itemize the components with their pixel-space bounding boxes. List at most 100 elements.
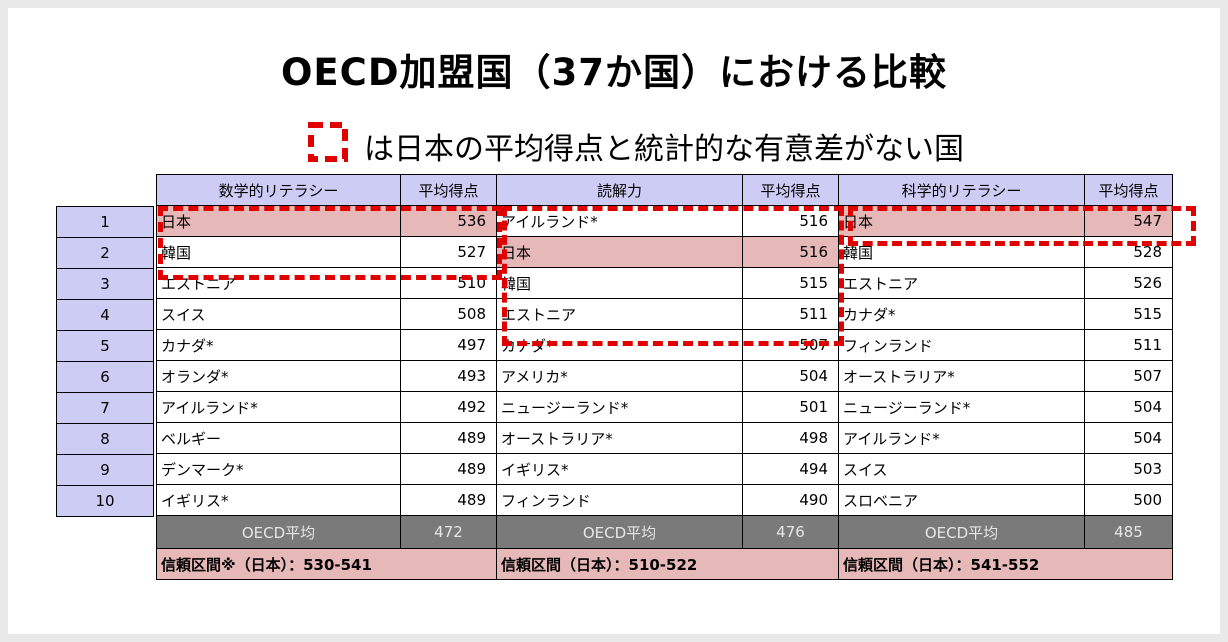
score-cell: 511 [742,298,839,330]
rank-cell: 6 [56,361,154,393]
math-confidence-interval: 信頼区間※（日本）：530-541 [156,548,497,580]
score-cell: 493 [400,360,497,392]
country-cell: フィンランド [838,329,1085,361]
rank-cell: 9 [56,454,154,486]
country-cell: カナダ* [156,329,401,361]
score-cell: 504 [1084,391,1173,423]
country-cell: カナダ* [838,298,1085,330]
country-cell: ニュージーランド* [838,391,1085,423]
country-cell: 韓国 [496,267,743,299]
country-cell: アイルランド* [838,422,1085,454]
country-cell: デンマーク* [156,453,401,485]
table-row: エストニア 510 韓国 515 エストニア 526 [156,267,1173,299]
oecd-average-label: OECD平均 [156,515,401,549]
score-cell: 515 [1084,298,1173,330]
country-cell: 韓国 [838,236,1085,268]
score-cell: 507 [1084,360,1173,392]
country-cell: 韓国 [156,236,401,268]
score-cell: 510 [400,267,497,299]
country-cell: カナダ* [496,329,743,361]
country-cell: アイルランド* [156,391,401,423]
country-cell: フィンランド [496,484,743,516]
oecd-average-score: 476 [742,515,839,549]
score-cell: 503 [1084,453,1173,485]
country-cell: スロベニア [838,484,1085,516]
score-cell: 489 [400,453,497,485]
header-row: 数学的リテラシー 平均得点 読解力 平均得点 科学的リテラシー 平均得点 [156,174,1173,206]
rank-table: 1 2 3 4 5 6 7 8 9 10 [56,206,154,517]
math-score-header: 平均得点 [400,174,497,206]
table-row: 日本 536 アイルランド* 516 日本 547 [156,205,1173,237]
rank-cell: 2 [56,237,154,269]
ranking-table: 数学的リテラシー 平均得点 読解力 平均得点 科学的リテラシー 平均得点 日本 … [156,174,1173,580]
table-row: ベルギー 489 オーストラリア* 498 アイルランド* 504 [156,422,1173,454]
score-cell: 516 [742,205,839,237]
country-cell: 日本 [838,205,1085,237]
score-cell: 547 [1084,205,1173,237]
country-cell: エストニア [838,267,1085,299]
oecd-average-score: 472 [400,515,497,549]
score-cell: 504 [742,360,839,392]
oecd-average-label: OECD平均 [838,515,1085,549]
country-cell: 日本 [156,205,401,237]
science-header: 科学的リテラシー [838,174,1085,206]
score-cell: 516 [742,236,839,268]
rank-cell: 8 [56,423,154,455]
table-row: スイス 508 エストニア 511 カナダ* 515 [156,298,1173,330]
score-cell: 508 [400,298,497,330]
country-cell: オーストラリア* [496,422,743,454]
score-cell: 511 [1084,329,1173,361]
rank-cell: 1 [56,206,154,238]
table-row: デンマーク* 489 イギリス* 494 スイス 503 [156,453,1173,485]
country-cell: 日本 [496,236,743,268]
oecd-average-row: OECD平均 472 OECD平均 476 OECD平均 485 [156,515,1173,549]
country-cell: エストニア [156,267,401,299]
country-cell: アメリカ* [496,360,743,392]
score-cell: 501 [742,391,839,423]
rank-cell: 7 [56,392,154,424]
score-cell: 500 [1084,484,1173,516]
table-row: 韓国 527 日本 516 韓国 528 [156,236,1173,268]
score-cell: 490 [742,484,839,516]
country-cell: アイルランド* [496,205,743,237]
rank-cell: 3 [56,268,154,300]
score-cell: 515 [742,267,839,299]
legend-text: は日本の平均得点と統計的な有意差がない国 [364,132,964,167]
country-cell: ニュージーランド* [496,391,743,423]
reading-confidence-interval: 信頼区間（日本）：510-522 [496,548,839,580]
table-row: オランダ* 493 アメリカ* 504 オーストラリア* 507 [156,360,1173,392]
score-cell: 536 [400,205,497,237]
score-cell: 527 [400,236,497,268]
score-cell: 489 [400,422,497,454]
reading-header: 読解力 [496,174,743,206]
score-cell: 528 [1084,236,1173,268]
science-confidence-interval: 信頼区間（日本）：541-552 [838,548,1173,580]
country-cell: イギリス* [496,453,743,485]
score-cell: 498 [742,422,839,454]
country-cell: オランダ* [156,360,401,392]
page-title: OECD加盟国（37か国）における比較 [280,51,948,94]
table-row: イギリス* 489 フィンランド 490 スロベニア 500 [156,484,1173,516]
math-header: 数学的リテラシー [156,174,401,206]
score-cell: 507 [742,329,839,361]
country-cell: オーストラリア* [838,360,1085,392]
rank-cell: 10 [56,485,154,517]
country-cell: エストニア [496,298,743,330]
reading-score-header: 平均得点 [742,174,839,206]
score-cell: 526 [1084,267,1173,299]
country-cell: スイス [838,453,1085,485]
country-cell: スイス [156,298,401,330]
country-cell: ベルギー [156,422,401,454]
rank-cell: 4 [56,299,154,331]
table-row: アイルランド* 492 ニュージーランド* 501 ニュージーランド* 504 [156,391,1173,423]
confidence-interval-row: 信頼区間※（日本）：530-541 信頼区間（日本）：510-522 信頼区間（… [156,548,1173,580]
oecd-average-score: 485 [1084,515,1173,549]
score-cell: 492 [400,391,497,423]
oecd-average-label: OECD平均 [496,515,743,549]
table-row: カナダ* 497 カナダ* 507 フィンランド 511 [156,329,1173,361]
score-cell: 504 [1084,422,1173,454]
science-score-header: 平均得点 [1084,174,1173,206]
score-cell: 497 [400,329,497,361]
score-cell: 489 [400,484,497,516]
dashed-box-icon [308,122,348,162]
